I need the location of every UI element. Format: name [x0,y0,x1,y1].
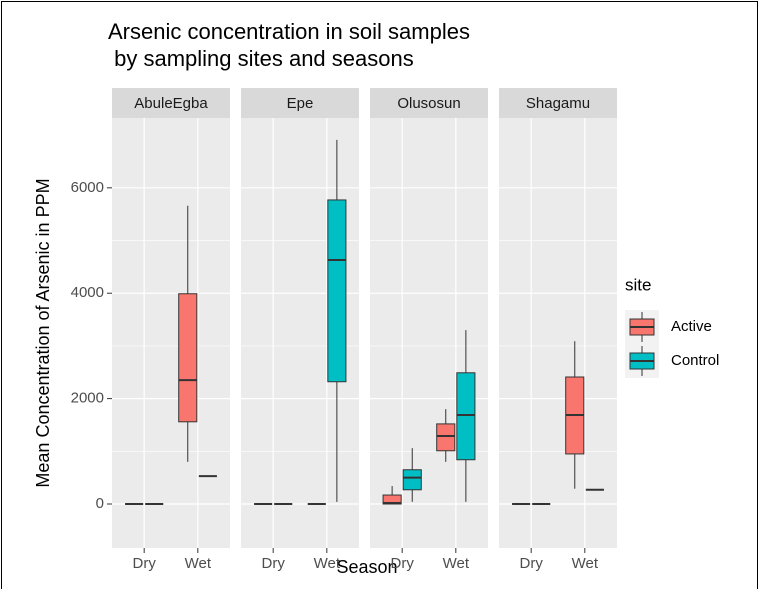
x-tick-label: Wet [443,555,470,572]
legend-label: Control [671,352,719,369]
strip-background [370,88,488,118]
x-tick-label: Wet [314,555,341,572]
legend-title: site [625,275,651,294]
y-tick-label: 2000 [71,390,104,407]
x-tick-label: Wet [572,555,599,572]
panel-background [499,118,617,548]
strip-label: Epe [287,95,314,112]
x-tick-label: Dry [262,555,286,572]
strip-background [499,88,617,118]
box [402,469,422,491]
strip-label: Olusosun [397,95,460,112]
x-tick-label: Wet [185,555,212,572]
strip-background [241,88,359,118]
y-tick-label: 4000 [71,284,104,301]
y-axis-label: Mean Concentration of Arsenic in PPM [33,178,53,487]
x-axis-label: Season [336,557,397,577]
box [178,293,198,423]
panel-background [370,118,488,548]
box [327,199,347,383]
strip-label: AbuleEgba [134,95,208,112]
strip-background [112,88,230,118]
box [382,494,402,505]
x-tick-label: Dry [520,555,544,572]
legend-label: Active [671,318,712,335]
x-tick-label: Dry [391,555,415,572]
y-tick-label: 6000 [71,179,104,196]
x-tick-label: Dry [133,555,157,572]
box [456,372,476,461]
panel-background [112,118,230,548]
chart-subtitle: by sampling sites and seasons [108,46,414,71]
chart-title: Arsenic concentration in soil samples [108,19,470,44]
strip-label: Shagamu [526,95,590,112]
box [436,423,456,452]
y-tick-label: 0 [96,495,104,512]
